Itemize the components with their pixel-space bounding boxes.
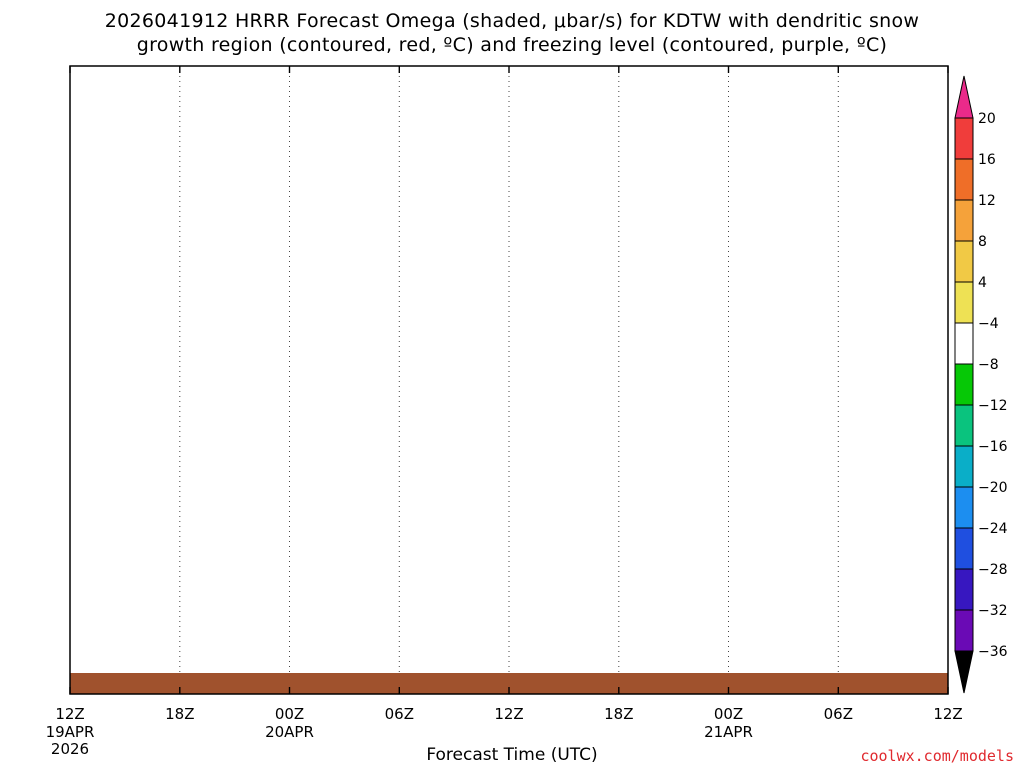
- colorbar-label-6: −8: [978, 357, 999, 373]
- colorbar-label-11: −28: [978, 562, 1008, 578]
- x-axis-label: Forecast Time (UTC): [426, 745, 598, 765]
- axes: 2503003504004505005506006507007508008509…: [46, 66, 963, 758]
- colorbar-label-10: −24: [978, 521, 1008, 537]
- plot-grid: [179, 66, 839, 694]
- colorbar-label-3: 8: [978, 234, 987, 250]
- colorbar-box-2: [954, 199, 974, 242]
- colorbar-box-5: [954, 322, 974, 365]
- x-tick-label-8: 12Z: [933, 705, 962, 723]
- plot-frame: [69, 65, 949, 695]
- colorbar-box-6: [954, 363, 974, 406]
- colorbar-bottom-arrow: [954, 650, 974, 694]
- colorbar-box-8: [954, 445, 974, 488]
- colorbar-label-4: 4: [978, 275, 987, 291]
- colorbar-box-0: [954, 117, 974, 160]
- colorbar-label-13: −36: [978, 644, 1008, 660]
- x-tick-label-5: 18Z: [604, 705, 633, 723]
- colorbar-box-4: [954, 281, 974, 324]
- chart-title-line-2: growth region (contoured, red, ºC) and f…: [136, 34, 888, 56]
- colorbar-label-12: −32: [978, 603, 1008, 619]
- colorbar-label-1: 16: [978, 152, 996, 168]
- colorbar-box-11: [954, 568, 974, 611]
- colorbar-label-5: −4: [978, 316, 999, 332]
- x-tick-sublabel-0-0: 19APR: [46, 723, 95, 741]
- x-tick-label-7: 06Z: [824, 705, 853, 723]
- colorbar: 20 16 12 8 4 −4 −8 −12 −16 −20 −24 −28 −32 −36: [954, 75, 1008, 694]
- chart-title-line-1: 2026041912 HRRR Forecast Omega (shaded, …: [104, 10, 920, 32]
- colorbar-top-arrow: [954, 75, 974, 119]
- colorbar-label-8: −16: [978, 439, 1008, 455]
- x-tick-label-1: 18Z: [165, 705, 194, 723]
- x-tick-label-3: 06Z: [385, 705, 414, 723]
- colorbar-box-12: [954, 609, 974, 652]
- x-tick-label-0: 12Z: [55, 705, 84, 723]
- colorbar-label-2: 12: [978, 193, 996, 209]
- colorbar-label-0: 20: [978, 111, 996, 127]
- colorbar-box-3: [954, 240, 974, 283]
- credit-text: coolwx.com/models: [860, 747, 1014, 765]
- x-tick-label-6: 00Z: [714, 705, 743, 723]
- x-tick-sublabel-2-0: 20APR: [265, 723, 314, 741]
- x-tick-sublabel-6-0: 21APR: [704, 723, 753, 741]
- colorbar-box-9: [954, 486, 974, 529]
- colorbar-box-1: [954, 158, 974, 201]
- colorbar-box-10: [954, 527, 974, 570]
- colorbar-label-9: −20: [978, 480, 1008, 496]
- x-tick-sublabel-0-1: 2026: [51, 740, 89, 758]
- x-tick-label-2: 00Z: [275, 705, 304, 723]
- colorbar-label-7: −12: [978, 398, 1008, 414]
- colorbar-box-7: [954, 404, 974, 447]
- x-tick-label-4: 12Z: [494, 705, 523, 723]
